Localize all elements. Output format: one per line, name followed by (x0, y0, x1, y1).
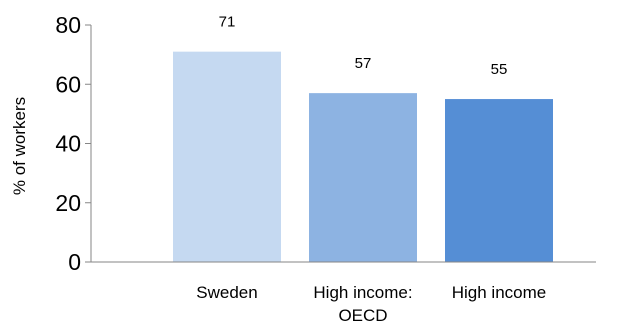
data-label: 55 (491, 61, 508, 78)
y-tick-label: 80 (55, 12, 81, 38)
x-tick-label: Sweden (196, 283, 257, 302)
x-tick-label: High income: OECD (313, 283, 412, 324)
y-tick-label: 60 (55, 71, 81, 97)
y-tick-label: 0 (68, 249, 81, 275)
x-tick-label: High income (452, 283, 547, 302)
bar (309, 93, 417, 262)
data-label: 57 (355, 55, 372, 72)
y-axis-title: % of workers (10, 97, 29, 195)
y-tick-label: 20 (55, 190, 81, 216)
data-label: 71 (219, 14, 236, 31)
bar (445, 99, 553, 262)
y-tick-label: 40 (55, 131, 81, 157)
bar (173, 51, 281, 262)
